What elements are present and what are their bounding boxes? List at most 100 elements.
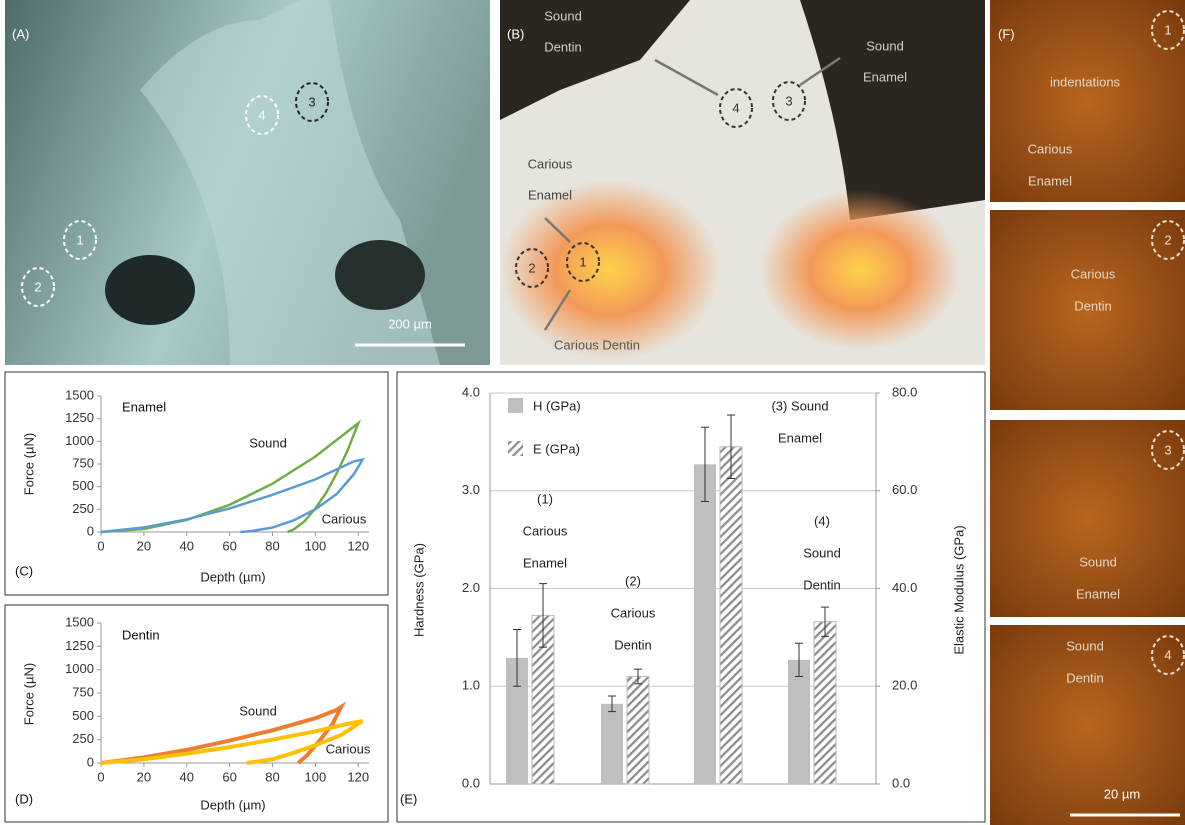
scale-bar-label: 20 µm xyxy=(1104,786,1140,801)
marker-number: 4 xyxy=(1164,647,1171,662)
y-tick-label: 1.0 xyxy=(462,678,480,693)
x-tick-label: 40 xyxy=(180,769,194,784)
annotation: Sound xyxy=(544,8,582,23)
x-axis-label: Depth (µm) xyxy=(200,797,265,812)
y-tick-label: 1250 xyxy=(65,638,94,653)
bar xyxy=(788,660,810,784)
x-tick-label: 120 xyxy=(347,769,369,784)
legend-label: E (GPa) xyxy=(533,441,580,456)
marker-number: 4 xyxy=(258,107,265,122)
marker-number: 3 xyxy=(308,94,315,109)
category-label: Dentin xyxy=(614,637,652,652)
category-label: (4) xyxy=(814,513,830,528)
annotation: Enamel xyxy=(1028,173,1072,188)
y-axis-label: Hardness (GPa) xyxy=(411,543,426,637)
scale-bar-label: 200 µm xyxy=(388,316,432,331)
category-label: (2) xyxy=(625,573,641,588)
y-tick-label: 750 xyxy=(72,455,94,470)
chart-title: Enamel xyxy=(122,399,166,414)
annotation: Dentin xyxy=(544,39,582,54)
panel-b-image xyxy=(500,0,985,365)
y2-axis-label: Elastic Modulus (GPa) xyxy=(951,525,966,654)
panel-label: (B) xyxy=(507,26,524,41)
category-label: Dentin xyxy=(803,577,841,592)
panel-label: (E) xyxy=(400,791,417,806)
y-tick-label: 1500 xyxy=(65,614,94,629)
annotation: Dentin xyxy=(1066,670,1104,685)
panel-label: (F) xyxy=(998,26,1015,41)
annotation: Enamel xyxy=(528,187,572,202)
marker-number: 2 xyxy=(528,260,535,275)
y-tick-label: 4.0 xyxy=(462,384,480,399)
annotation: Sound xyxy=(1066,638,1104,653)
x-tick-label: 40 xyxy=(180,538,194,553)
panel-label: (D) xyxy=(15,791,33,806)
x-axis-label: Depth (µm) xyxy=(200,569,265,584)
annotation: Carious xyxy=(1028,141,1073,156)
panel-label: (C) xyxy=(15,563,33,578)
category-label: (3) Sound xyxy=(771,398,828,413)
annotation: Carious Dentin xyxy=(554,337,640,352)
y-axis-label: Force (µN) xyxy=(21,433,36,495)
x-tick-label: 80 xyxy=(265,769,279,784)
legend-swatch xyxy=(508,398,523,413)
y2-tick-label: 40.0 xyxy=(892,580,917,595)
y-tick-label: 0.0 xyxy=(462,775,480,790)
legend-swatch xyxy=(508,441,523,456)
x-tick-label: 60 xyxy=(222,769,236,784)
y2-tick-label: 20.0 xyxy=(892,678,917,693)
x-tick-label: 60 xyxy=(222,538,236,553)
bar xyxy=(694,464,716,784)
annotation: Sound xyxy=(1079,554,1117,569)
y-tick-label: 500 xyxy=(72,708,94,723)
bar xyxy=(601,704,623,784)
legend-label: H (GPa) xyxy=(533,398,581,413)
series-label: Carious xyxy=(326,741,371,756)
figure: (A) 1 2 3 4 200 µm (B) 4 3 1 2 Sound Dentin Sound Enam… xyxy=(0,0,1185,825)
y-tick-label: 1500 xyxy=(65,387,94,402)
x-tick-label: 20 xyxy=(137,769,151,784)
panel-f-images xyxy=(990,0,1185,825)
marker-number: 1 xyxy=(1164,22,1171,37)
marker-number: 1 xyxy=(579,254,586,269)
x-tick-label: 80 xyxy=(265,538,279,553)
annotation: Dentin xyxy=(1074,298,1112,313)
x-tick-label: 100 xyxy=(305,769,327,784)
y-axis-label: Force (µN) xyxy=(21,663,36,725)
category-label: Carious xyxy=(523,523,568,538)
annotation: Enamel xyxy=(863,69,907,84)
annotation: Enamel xyxy=(1076,586,1120,601)
marker-number: 1 xyxy=(76,232,83,247)
y-tick-label: 250 xyxy=(72,731,94,746)
y-tick-label: 1000 xyxy=(65,661,94,676)
x-tick-label: 100 xyxy=(305,538,327,553)
x-tick-label: 20 xyxy=(137,538,151,553)
panel-a-image xyxy=(5,0,490,365)
marker-number: 2 xyxy=(34,279,41,294)
y-tick-label: 500 xyxy=(72,478,94,493)
page: (A) 1 2 3 4 200 µm (B) 4 3 1 2 Sound Dentin Sound Enam… xyxy=(0,0,1185,825)
series-label: Sound xyxy=(249,435,287,450)
y2-tick-label: 0.0 xyxy=(892,775,910,790)
panel-e-frame xyxy=(397,372,985,822)
marker-number: 3 xyxy=(785,93,792,108)
bar xyxy=(627,676,649,784)
chart-title: Dentin xyxy=(122,627,160,642)
marker-number: 4 xyxy=(732,100,739,115)
annotation: Carious xyxy=(528,156,573,171)
y-tick-label: 1250 xyxy=(65,410,94,425)
y2-tick-label: 80.0 xyxy=(892,384,917,399)
panel-label: (A) xyxy=(12,26,29,41)
x-tick-label: 0 xyxy=(97,538,104,553)
bar xyxy=(814,622,836,784)
annotation: indentations xyxy=(1050,74,1121,89)
series-label: Sound xyxy=(239,703,277,718)
category-label: Sound xyxy=(803,545,841,560)
annotation: Sound xyxy=(866,38,904,53)
annotation: Carious xyxy=(1071,266,1116,281)
y-tick-label: 2.0 xyxy=(462,580,480,595)
y2-tick-label: 60.0 xyxy=(892,482,917,497)
y-tick-label: 0 xyxy=(87,754,94,769)
series-label: Carious xyxy=(322,511,367,526)
y-tick-label: 0 xyxy=(87,523,94,538)
